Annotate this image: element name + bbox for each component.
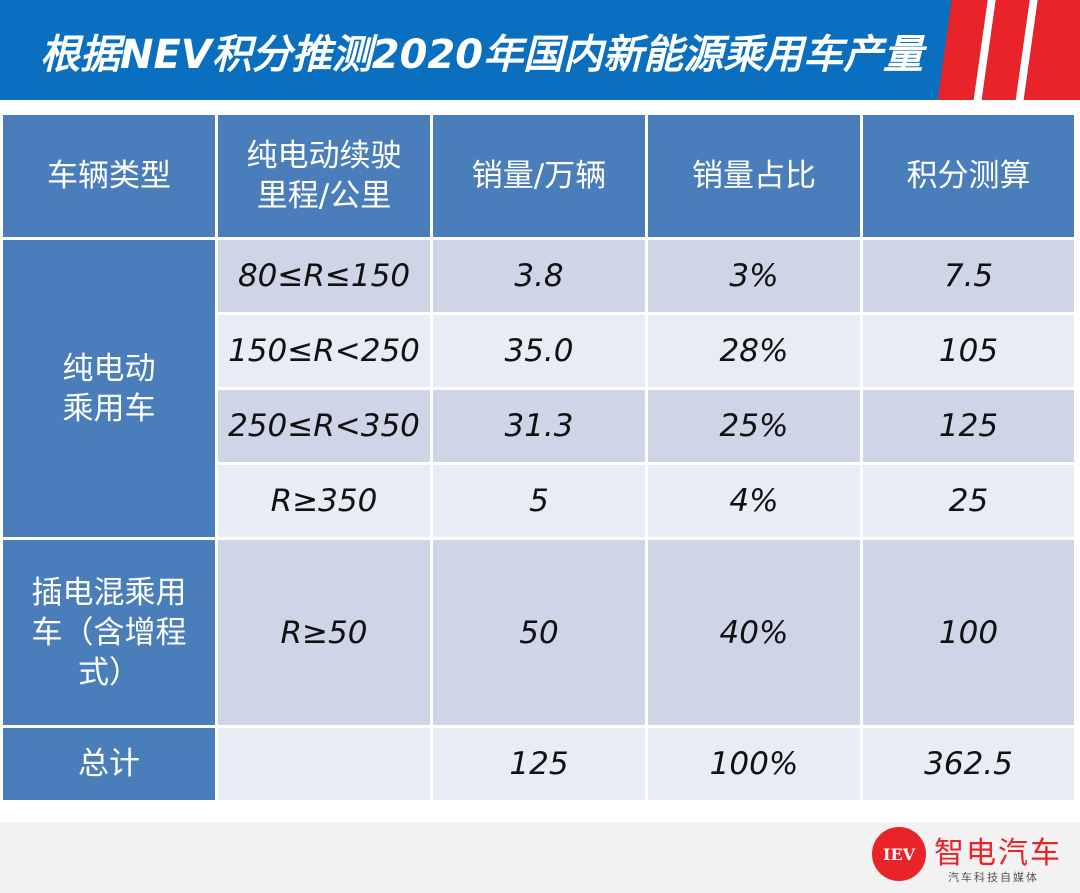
column-header-credits: 积分测算 [863, 115, 1074, 237]
cell-credits: 125 [863, 390, 1074, 462]
cell-credits: 362.5 [863, 728, 1074, 800]
cell-range: 80≤R≤150 [218, 240, 430, 312]
page-title: 根据NEV积分推测2020年国内新能源乘用车产量 [40, 32, 924, 78]
cell-sales: 35.0 [433, 315, 645, 387]
table-row: 250≤R<350 31.3 25% 125 [3, 390, 1074, 462]
table-total-row: 总计 125 100% 362.5 [3, 728, 1074, 800]
row-group-label-phev: 插电混乘用 车（含增程 式） [3, 540, 215, 725]
column-header-range: 纯电动续驶 里程/公里 [218, 115, 430, 237]
table-row: 150≤R<250 35.0 28% 105 [3, 315, 1074, 387]
cell-share: 100% [648, 728, 860, 800]
total-label: 总计 [3, 728, 215, 800]
row-group-label-bev: 纯电动 乘用车 [3, 240, 215, 537]
table-row: R≥350 5 4% 25 [3, 465, 1074, 537]
column-header-vehicle-type: 车辆类型 [3, 115, 215, 237]
column-header-sales: 销量/万辆 [433, 115, 645, 237]
cell-share: 4% [648, 465, 860, 537]
cell-credits: 100 [863, 540, 1074, 725]
brand-logo-icon: IEV [872, 827, 926, 881]
column-header-share: 销量占比 [648, 115, 860, 237]
cell-sales: 3.8 [433, 240, 645, 312]
cell-share: 25% [648, 390, 860, 462]
cell-range: R≥350 [218, 465, 430, 537]
cell-range: 250≤R<350 [218, 390, 430, 462]
cell-range: 150≤R<250 [218, 315, 430, 387]
cell-share: 40% [648, 540, 860, 725]
data-table: 车辆类型 纯电动续驶 里程/公里 销量/万辆 销量占比 积分测算 纯电动 乘用车… [0, 112, 1077, 803]
table-row: 插电混乘用 车（含增程 式） R≥50 50 40% 100 [3, 540, 1074, 725]
cell-credits: 105 [863, 315, 1074, 387]
cell-range [218, 728, 430, 800]
cell-range: R≥50 [218, 540, 430, 725]
cell-credits: 7.5 [863, 240, 1074, 312]
divider [0, 100, 1080, 112]
brand-tagline: 汽车科技自媒体 [948, 871, 1039, 884]
brand-name: 智电汽车 [934, 836, 1062, 871]
cell-share: 28% [648, 315, 860, 387]
table-row: 纯电动 乘用车 80≤R≤150 3.8 3% 7.5 [3, 240, 1074, 537]
cell-sales: 125 [433, 728, 645, 800]
cell-sales: 50 [433, 540, 645, 725]
title-banner: 根据NEV积分推测2020年国内新能源乘用车产量 [0, 0, 1080, 100]
footer: IEV 智电汽车 汽车科技自媒体 [0, 822, 1080, 893]
cell-share: 3% [648, 240, 860, 312]
cell-credits: 25 [863, 465, 1074, 537]
cell-sales: 5 [433, 465, 645, 537]
cell-sales: 31.3 [433, 390, 645, 462]
table-header-row: 车辆类型 纯电动续驶 里程/公里 销量/万辆 销量占比 积分测算 [3, 115, 1074, 237]
